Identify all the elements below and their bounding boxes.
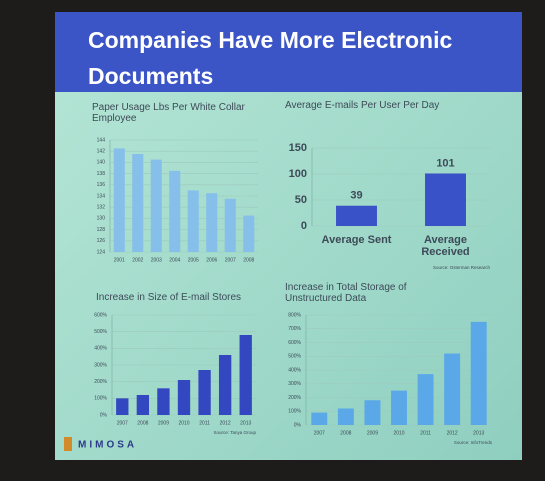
y-tick-label: 200%	[288, 395, 301, 401]
x-tick-label: 2003	[151, 257, 162, 263]
x-tick-label: 2004	[169, 257, 180, 263]
y-tick-label: 400%	[94, 346, 107, 352]
x-tick-label: 2007	[117, 420, 128, 426]
y-tick-label: 130	[97, 216, 106, 222]
value-label: 101	[436, 157, 454, 169]
slide-title: Companies Have More Electronic Documents	[88, 27, 453, 89]
y-tick-label: 128	[97, 227, 106, 233]
x-tick-label: 2008	[340, 430, 351, 436]
bar	[337, 408, 354, 425]
bar	[243, 215, 255, 252]
y-tick-label: 500%	[94, 329, 107, 335]
chart-title: Increase in Total Storage of Unstructure…	[285, 282, 407, 304]
bar	[218, 355, 232, 415]
y-tick-label: 0	[301, 220, 307, 232]
bar	[177, 380, 191, 415]
chart-title: Paper Usage Lbs Per White Collar Employe…	[92, 102, 245, 124]
bar	[364, 400, 381, 425]
source: Source: Osterman Research	[433, 265, 491, 270]
x-tick-label: 2012	[220, 420, 231, 426]
y-tick-label: 300%	[94, 362, 107, 368]
bar	[169, 170, 181, 252]
y-tick-label: 600%	[94, 312, 107, 318]
y-tick-label: 144	[97, 137, 106, 143]
x-tick-label: 2007	[314, 430, 325, 436]
bar	[336, 205, 377, 226]
x-tick-label: 2013	[240, 420, 251, 426]
bar	[391, 390, 407, 425]
y-tick-label: 400%	[288, 367, 301, 373]
y-tick-label: 124	[97, 249, 106, 255]
x-tick-label: 2012	[447, 430, 458, 436]
y-tick-label: 500%	[288, 354, 301, 360]
bar	[187, 190, 199, 252]
source: Source: InfoTrends	[454, 440, 493, 445]
x-tick-label: 2011	[420, 430, 431, 436]
y-tick-label: 200%	[94, 379, 107, 385]
bar	[470, 321, 487, 425]
bar	[198, 370, 211, 415]
x-tick-label: 2001	[114, 257, 125, 263]
y-tick-label: 700%	[288, 326, 301, 332]
y-tick-label: 126	[97, 238, 106, 244]
y-tick-label: 100	[289, 168, 307, 180]
title-band	[55, 12, 522, 92]
chart-title: Increase in Size of E-mail Stores	[96, 292, 242, 303]
bar	[157, 388, 170, 415]
bar	[239, 335, 252, 415]
bar	[132, 154, 144, 252]
y-tick-label: 100%	[94, 396, 107, 402]
logo-icon	[64, 437, 72, 451]
bar	[224, 198, 236, 252]
y-tick-label: 100%	[288, 409, 301, 415]
chart-title: Average E-mails Per User Per Day	[285, 100, 440, 111]
bar	[136, 395, 150, 415]
bar	[444, 353, 461, 425]
x-tick-label: 2006	[206, 257, 217, 263]
y-tick-label: 150	[289, 142, 307, 154]
x-tick-label: Average Received	[421, 234, 470, 259]
bar	[113, 148, 125, 252]
bar	[417, 374, 434, 425]
y-tick-label: 138	[97, 171, 106, 177]
y-tick-label: 600%	[288, 340, 301, 346]
x-tick-label: 2008	[243, 257, 254, 263]
y-tick-label: 134	[97, 193, 106, 199]
bar	[116, 398, 129, 415]
logo: MIMOSA	[78, 440, 137, 451]
x-tick-label: 2007	[225, 257, 236, 263]
y-tick-label: 136	[97, 182, 106, 188]
x-tick-label: 2010	[178, 420, 189, 426]
y-tick-label: 132	[97, 205, 106, 211]
x-tick-label: 2010	[393, 430, 404, 436]
y-tick-label: 140	[97, 160, 106, 166]
bar	[150, 159, 162, 252]
bar	[311, 412, 328, 425]
value-label: 39	[350, 190, 362, 202]
bar	[206, 193, 218, 252]
bar	[425, 173, 466, 226]
x-tick-label: 2011	[199, 420, 210, 426]
x-tick-label: 2009	[158, 420, 169, 426]
source: Source: Tanya Group	[214, 430, 257, 435]
y-tick-label: 800%	[288, 312, 301, 318]
x-tick-label: 2008	[137, 420, 148, 426]
y-tick-label: 50	[295, 194, 307, 206]
x-tick-label: Average Sent	[321, 234, 392, 246]
x-tick-label: 2002	[132, 257, 143, 263]
y-tick-label: 142	[97, 149, 106, 155]
y-tick-label: 300%	[288, 381, 301, 387]
y-tick-label: 0%	[100, 412, 108, 418]
x-tick-label: 2005	[188, 257, 199, 263]
x-tick-label: 2013	[473, 430, 484, 436]
y-tick-label: 0%	[294, 422, 302, 428]
x-tick-label: 2009	[367, 430, 378, 436]
